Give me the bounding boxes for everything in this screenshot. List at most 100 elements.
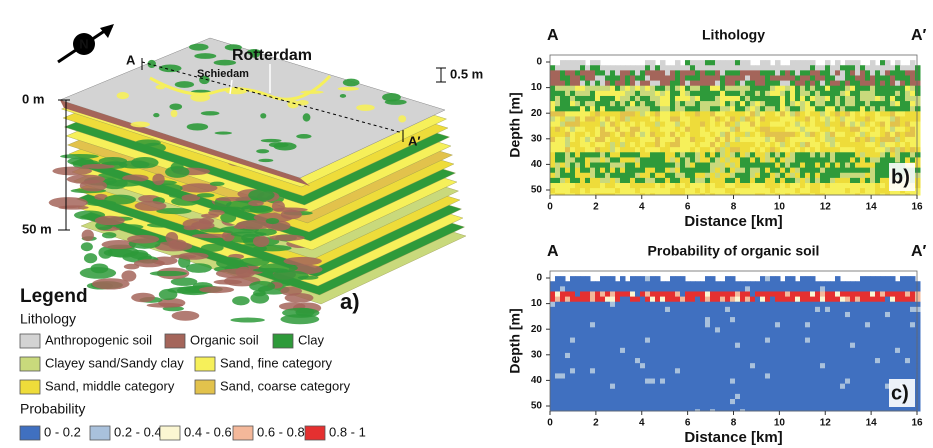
section-cell [845,286,851,292]
section-cell [635,297,641,303]
section-cell [750,363,756,369]
section-cell [615,157,621,163]
section-cell [645,317,651,323]
section-cell [825,168,831,174]
section-cell [800,152,806,158]
section-cell [780,116,786,122]
section-cell [615,111,621,117]
section-cell [770,291,776,297]
section-cell [600,338,606,344]
section-cell [865,157,871,163]
section-cell [840,65,846,71]
section-cell [710,101,716,107]
section-cell [565,173,571,179]
section-cell [615,343,621,349]
section-cell [895,368,901,374]
section-cell [715,384,721,390]
section-cell [785,358,791,364]
section-cell [735,302,741,308]
section-cell [630,343,636,349]
section-cell [590,142,596,148]
section-cell [865,127,871,133]
section-cell [860,379,866,385]
section-cell [915,384,921,390]
section-cell [895,281,901,287]
section-cell [865,276,871,282]
section-cell [735,116,741,122]
section-cell [830,404,836,410]
section-cell [695,389,701,395]
section-cell [845,86,851,92]
section-cell [785,147,791,153]
section-cell [605,178,611,184]
section-cell [785,163,791,169]
section-cell [755,163,761,169]
section-cell [915,291,921,297]
section-cell [610,379,616,385]
section-cell [915,399,921,405]
section-cell [700,183,706,189]
section-cell [625,152,631,158]
section-cell [570,353,576,359]
section-cell [915,106,921,112]
section-cell [900,111,906,117]
section-cell [730,81,736,87]
top-patch [159,64,182,72]
section-cell [895,307,901,313]
section-cell [720,91,726,97]
section-cell [900,101,906,107]
section-cell [730,291,736,297]
section-cell [640,276,646,282]
section-cell [810,157,816,163]
section-cell [680,368,686,374]
section-cell [745,394,751,400]
section-cell [685,137,691,143]
section-cell [570,86,576,92]
section-cell [830,188,836,194]
section-cell [570,317,576,323]
section-cell [825,132,831,138]
section-cell [760,302,766,308]
section-cell [700,327,706,333]
section-cell [820,373,826,379]
section-cell [555,127,561,133]
section-cell [810,86,816,92]
section-cell [900,312,906,318]
legend-label: Clay [298,332,325,347]
section-cell [675,122,681,128]
section-cell [860,312,866,318]
section-cell [735,60,741,66]
section-cell [740,338,746,344]
section-cell [855,286,861,292]
top-patch [260,113,266,118]
section-cell [640,373,646,379]
section-cell [735,286,741,292]
section-cell [835,81,841,87]
section-cell [660,307,666,313]
section-cell [595,322,601,328]
section-cell [620,312,626,318]
section-cell [735,358,741,364]
section-cell [695,399,701,405]
section-cell [905,317,911,323]
panel-label: c) [891,382,909,404]
section-cell [900,343,906,349]
section-cell [660,75,666,81]
section-cell [810,358,816,364]
section-cell [820,394,826,400]
model-patch [208,210,224,216]
section-cell [815,91,821,97]
section-cell [620,91,626,97]
section-cell [730,338,736,344]
section-cell [860,106,866,112]
section-cell [555,404,561,410]
section-cell [790,116,796,122]
section-cell [870,178,876,184]
section-cell [835,70,841,76]
section-cell [695,384,701,390]
section-cell [720,322,726,328]
section-cell [650,332,656,338]
section-cell [835,142,841,148]
section-cell [655,389,661,395]
section-cell [840,332,846,338]
